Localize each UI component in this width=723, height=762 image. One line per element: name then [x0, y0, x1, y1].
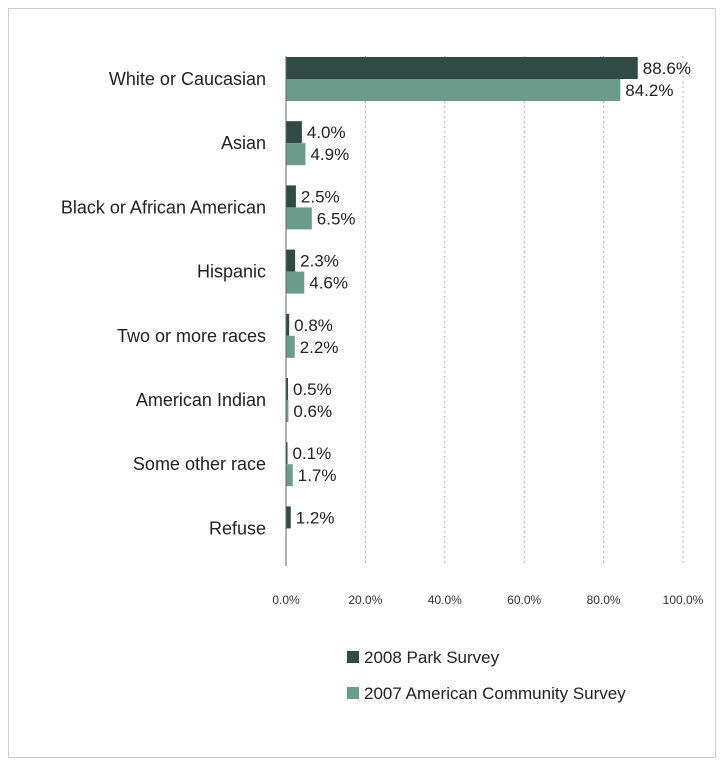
- x-tick-label: 100.0%: [663, 593, 704, 607]
- bar-community-survey: [286, 400, 289, 422]
- category-label: Hispanic: [197, 262, 266, 282]
- data-label: 2.3%: [300, 252, 339, 271]
- bars: [286, 57, 638, 529]
- data-label: 4.0%: [307, 123, 346, 142]
- bar-park-survey: [286, 121, 302, 144]
- bar-park-survey: [286, 506, 291, 529]
- data-label: 0.6%: [293, 402, 332, 421]
- category-label: Asian: [221, 133, 266, 153]
- bar-park-survey: [286, 313, 290, 336]
- data-label: 1.7%: [298, 466, 337, 485]
- legend: 2008 Park Survey 2007 American Community …: [347, 648, 626, 703]
- bar-community-survey: [286, 335, 295, 358]
- x-tick-label: 40.0%: [428, 593, 462, 607]
- data-label: 4.9%: [310, 145, 349, 164]
- data-label: 2.5%: [301, 187, 340, 206]
- data-label: 0.5%: [293, 380, 332, 399]
- data-label: 0.8%: [294, 316, 333, 335]
- data-label: 1.2%: [296, 508, 335, 527]
- category-label: Two or more races: [117, 326, 266, 346]
- data-label: 4.6%: [309, 274, 348, 293]
- bar-community-survey: [286, 271, 305, 294]
- x-tick-label: 20.0%: [348, 593, 382, 607]
- bar-park-survey: [286, 57, 638, 79]
- data-label: 0.1%: [293, 444, 332, 463]
- category-label: White or Caucasian: [109, 69, 266, 89]
- data-label: 88.6%: [643, 59, 691, 78]
- bar-community-survey: [286, 207, 312, 230]
- legend-swatch: [347, 651, 359, 663]
- bar-park-survey: [286, 185, 296, 208]
- x-tick-label: 80.0%: [587, 593, 621, 607]
- bar-community-survey: [286, 79, 621, 101]
- data-label: 2.2%: [300, 338, 339, 357]
- legend-label: 2008 Park Survey: [364, 648, 500, 667]
- bar-park-survey: [286, 249, 296, 272]
- data-label: 6.5%: [317, 209, 356, 228]
- category-label: Refuse: [209, 518, 266, 538]
- bar-community-survey: [286, 464, 293, 487]
- bar-park-survey: [286, 442, 288, 465]
- data-label: 84.2%: [625, 81, 673, 100]
- labels: White or Caucasian 88.6% 84.2% Asian 4.0% 4.9…: [61, 59, 691, 538]
- legend-label: 2007 American Community Survey: [364, 684, 626, 703]
- gridlines: [364, 56, 684, 566]
- legend-swatch: [347, 687, 359, 699]
- axes: 0.0% 20.0% 40.0% 60.0% 80.0% 100.0%: [272, 56, 704, 607]
- category-label: American Indian: [136, 390, 266, 410]
- x-tick-label: 60.0%: [507, 593, 541, 607]
- chart-frame: [8, 8, 716, 758]
- x-tick-label: 0.0%: [272, 593, 300, 607]
- bar-park-survey: [286, 378, 288, 400]
- category-label: Black or African American: [61, 197, 266, 217]
- category-label: Some other race: [133, 454, 266, 474]
- bar-community-survey: [286, 143, 306, 166]
